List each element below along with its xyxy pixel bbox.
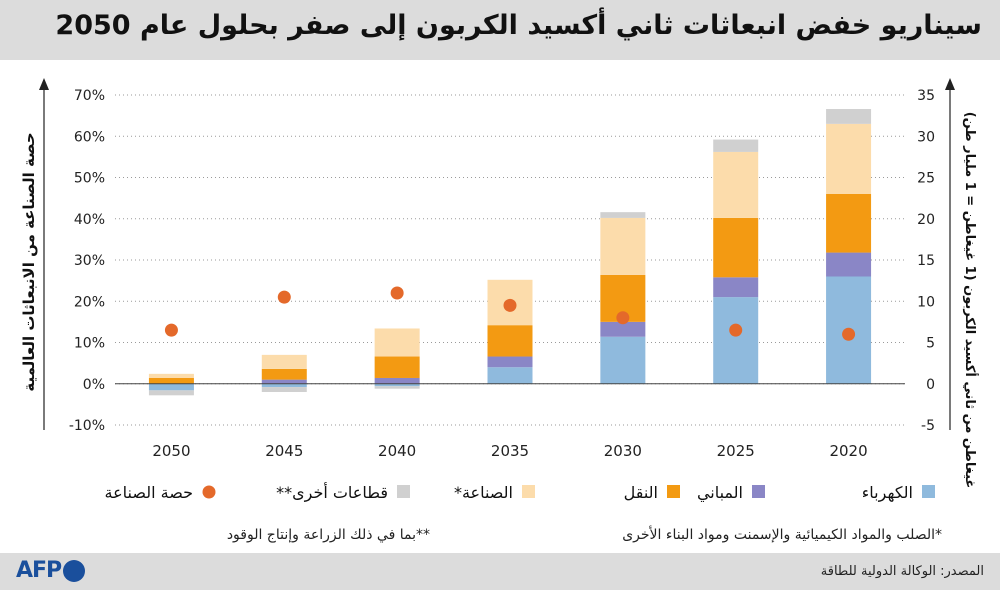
bar-segment bbox=[148, 373, 194, 378]
industry-share-point bbox=[390, 286, 404, 300]
y-right-tick-label: 30 bbox=[917, 129, 935, 145]
bar-segment bbox=[374, 328, 420, 357]
bar-segment-negative bbox=[374, 386, 420, 389]
afp-logo: AFP bbox=[16, 558, 86, 583]
footer: AFP المصدر: الوكالة الدولية للطاقة bbox=[0, 553, 1000, 590]
y-left-tick-label: 30% bbox=[74, 253, 105, 269]
bar-segment-negative bbox=[374, 383, 420, 387]
y-right-tick-label: 5 bbox=[926, 336, 935, 352]
y-right-tick-label: 15 bbox=[917, 253, 935, 269]
legend-label: الصناعة* bbox=[454, 483, 513, 502]
bar-segment bbox=[487, 325, 533, 357]
x-tick-label: 2030 bbox=[604, 442, 642, 460]
industry-share-point bbox=[164, 323, 178, 337]
y-left-tick-label: -10% bbox=[69, 418, 105, 434]
bar-segment bbox=[713, 297, 759, 384]
y-right-tick-label: 20 bbox=[917, 212, 935, 228]
bar-segment bbox=[600, 336, 646, 384]
x-tick-label: 2050 bbox=[152, 442, 190, 460]
y-left-tick-label: 10% bbox=[74, 336, 105, 352]
y-left-axis-title: حصة الصناعة من الانبعاثات العالمية bbox=[20, 132, 38, 391]
bar-segment bbox=[261, 354, 307, 369]
bar-segment bbox=[713, 217, 759, 278]
bar-segment-negative bbox=[261, 387, 307, 392]
legend-label: النقل bbox=[624, 483, 658, 502]
y-left-tick-label: 0% bbox=[83, 377, 105, 393]
y-right-tick-label: 25 bbox=[917, 171, 935, 187]
y-right-tick-label: -5 bbox=[921, 418, 935, 434]
legend-label: قطاعات أخرى** bbox=[276, 482, 388, 503]
bar-segment bbox=[713, 139, 759, 152]
legend-label: المباني bbox=[697, 483, 743, 503]
other-sectors-footnote: **بما في ذلك الزراعة وإنتاج الوقود bbox=[226, 527, 430, 543]
y-left-tick-label: 70% bbox=[74, 88, 105, 104]
bar-segment-negative bbox=[148, 383, 194, 391]
legend-swatch bbox=[667, 485, 680, 498]
industry-share-point bbox=[616, 311, 630, 325]
bar-segment bbox=[826, 109, 872, 124]
industry-share-point bbox=[277, 290, 291, 304]
bar-segment-negative bbox=[148, 390, 194, 396]
chart-title: سيناريو خفض انبعاثات ثاني أكسيد الكربون … bbox=[55, 10, 982, 41]
bar-segment bbox=[487, 356, 533, 368]
y-left-tick-label: 40% bbox=[74, 212, 105, 228]
title-bar: سيناريو خفض انبعاثات ثاني أكسيد الكربون … bbox=[0, 0, 1000, 60]
x-tick-label: 2025 bbox=[717, 442, 755, 460]
legend-label: الكهرباء bbox=[862, 483, 913, 503]
bar-segment-negative bbox=[261, 383, 307, 388]
bar-segment bbox=[374, 377, 420, 384]
x-tick-label: 2040 bbox=[378, 442, 416, 460]
y-left-tick-label: 60% bbox=[74, 129, 105, 145]
y-left-tick-label: 50% bbox=[74, 171, 105, 187]
afp-logo-dot bbox=[63, 559, 86, 582]
industry-share-point bbox=[729, 323, 743, 337]
industry-share-point bbox=[842, 327, 856, 341]
bar-segment bbox=[487, 367, 533, 384]
legend-swatch-dot bbox=[202, 485, 216, 499]
industry-share-point bbox=[503, 298, 517, 312]
bar-segment bbox=[600, 321, 646, 337]
bar-segment bbox=[713, 151, 759, 218]
x-tick-label: 2035 bbox=[491, 442, 529, 460]
bar-segment bbox=[826, 123, 872, 194]
bar-segment bbox=[713, 277, 759, 298]
legend-swatch bbox=[752, 485, 765, 498]
bar-segment bbox=[600, 217, 646, 275]
bar-segment bbox=[826, 194, 872, 253]
y-right-tick-label: 35 bbox=[917, 88, 935, 104]
legend-label: حصة الصناعة bbox=[105, 483, 193, 502]
bar-segment bbox=[826, 252, 872, 277]
source-credit: المصدر: الوكالة الدولية للطاقة bbox=[820, 564, 984, 579]
y-right-tick-label: 10 bbox=[917, 294, 935, 310]
y-right-axis-title: غيغاطن من ثاني أكسيد الكربون (1 غيغاطن =… bbox=[962, 112, 979, 489]
bar-segment bbox=[600, 212, 646, 218]
bar-segment bbox=[261, 368, 307, 380]
bar-segment bbox=[148, 377, 194, 384]
legend-swatch bbox=[522, 485, 535, 498]
y-right-tick-label: 0 bbox=[926, 377, 935, 393]
afp-logo-text: AFP bbox=[16, 558, 62, 583]
bar-segment bbox=[374, 356, 420, 378]
x-tick-label: 2020 bbox=[829, 442, 867, 460]
legend-swatch bbox=[397, 485, 410, 498]
left-axis-arrow bbox=[39, 78, 49, 90]
x-tick-label: 2045 bbox=[265, 442, 303, 460]
right-axis-arrow bbox=[945, 78, 955, 90]
y-left-tick-label: 20% bbox=[74, 294, 105, 310]
industry-footnote: *الصلب والمواد الكيميائية والإسمنت ومواد… bbox=[622, 527, 942, 543]
legend-swatch bbox=[922, 485, 935, 498]
bar-segment bbox=[261, 379, 307, 384]
